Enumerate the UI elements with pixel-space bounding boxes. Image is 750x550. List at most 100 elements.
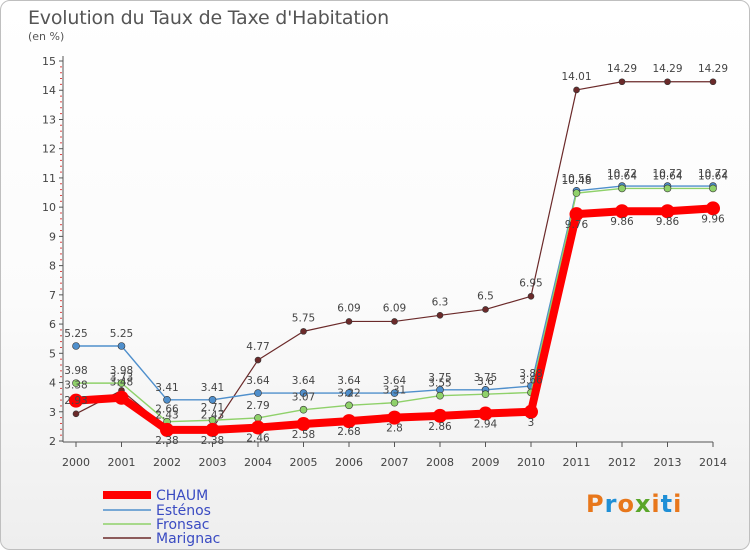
x-tick-label: 2013 (654, 456, 682, 469)
data-label-fronsac: 2.79 (246, 400, 269, 412)
data-point-marignac (300, 328, 307, 335)
data-label-fronsac: 3.98 (64, 365, 87, 377)
data-label-marignac: 5.75 (292, 312, 315, 324)
data-point-chaum (205, 422, 220, 437)
data-point-fronsac (254, 414, 262, 422)
data-point-chaum (114, 390, 129, 405)
data-label-esténos: 3.41 (155, 382, 178, 394)
data-label-marignac: 4.77 (246, 341, 269, 353)
data-label-chaum: 3 (528, 417, 535, 429)
data-point-fronsac (299, 405, 308, 414)
data-label-fronsac: 3.31 (383, 385, 406, 397)
data-point-fronsac (72, 379, 80, 387)
data-label-marignac: 6.09 (383, 302, 406, 314)
data-label-fronsac: 3.07 (292, 392, 315, 404)
data-point-marignac (72, 410, 80, 418)
data-point-esténos (390, 389, 399, 397)
data-point-esténos (117, 342, 126, 350)
y-tick-label: 6 (49, 318, 56, 331)
data-point-fronsac (663, 184, 672, 193)
data-point-esténos (345, 389, 353, 397)
data-point-chaum (478, 406, 493, 421)
y-tick-label: 9 (49, 230, 56, 243)
data-label-fronsac: 3.6 (477, 376, 494, 388)
data-label-chaum: 9.96 (701, 213, 725, 225)
data-label-fronsac: 3.22 (337, 387, 360, 399)
data-point-chaum (296, 417, 311, 432)
chart-data-labels: 3.38 3.48 2.38 2.38 2.46 2.58 2.68 2.8 2.86 2.94 3… (64, 63, 728, 447)
y-tick-label: 12 (42, 143, 56, 156)
data-point-esténos (299, 389, 308, 397)
data-label-esténos: 3.75 (428, 372, 451, 384)
data-point-fronsac (390, 398, 399, 407)
data-label-fronsac: 3.66 (519, 374, 543, 386)
data-point-chaum (615, 204, 629, 219)
data-label-esténos: 3.41 (201, 382, 224, 394)
data-label-esténos: 3.88 (519, 368, 542, 380)
logo-letter: i (673, 490, 683, 518)
data-label-fronsac: 3.98 (110, 365, 133, 377)
data-label-fronsac: 2.71 (201, 402, 224, 414)
data-point-marignac (436, 312, 444, 319)
data-point-chaum (569, 207, 584, 222)
x-tick-label: 2011 (563, 456, 591, 469)
data-label-esténos: 3.64 (383, 375, 407, 387)
legend-label-fronsac: Fronsac (156, 517, 210, 533)
data-label-fronsac: 10.48 (561, 175, 591, 187)
x-tick-label: 2005 (290, 456, 318, 469)
data-point-fronsac (436, 391, 444, 400)
data-label-marignac: 14.29 (607, 63, 637, 75)
data-label-marignac: 14.29 (698, 63, 728, 75)
data-point-fronsac (481, 390, 490, 399)
data-point-marignac (527, 293, 535, 300)
x-tick-label: 2014 (699, 456, 727, 469)
data-label-marignac: 3.73 (110, 371, 133, 383)
data-label-fronsac: 2.66 (155, 404, 179, 416)
data-point-chaum (524, 404, 538, 419)
data-label-chaum: 9.86 (656, 216, 680, 228)
x-tick-label: 2007 (381, 456, 409, 469)
data-label-chaum: 2.8 (386, 423, 403, 435)
data-point-chaum (706, 201, 720, 216)
x-tick-label: 2000 (62, 456, 90, 469)
data-label-fronsac: 10.64 (607, 170, 637, 182)
x-tick-label: 2010 (517, 456, 545, 469)
data-point-esténos (72, 342, 80, 350)
data-label-marignac: 2.93 (64, 395, 87, 407)
x-tick-label: 2002 (153, 456, 181, 469)
logo-letter: x (634, 490, 652, 518)
data-label-esténos: 10.72 (652, 168, 682, 180)
y-tick-label: 8 (49, 260, 56, 273)
data-point-marignac (573, 86, 580, 94)
data-label-marignac: 2.43 (201, 409, 224, 421)
y-tick-label: 13 (42, 113, 56, 126)
x-tick-label: 2001 (108, 456, 136, 469)
data-point-fronsac (572, 189, 581, 197)
legend-label-marignac: Marignac (156, 531, 220, 547)
data-point-fronsac (618, 184, 626, 193)
data-point-marignac (618, 78, 626, 86)
data-label-chaum: 9.86 (610, 216, 634, 228)
y-tick-label: 15 (42, 55, 56, 68)
data-point-chaum (69, 393, 83, 408)
chart-title: Evolution du Taux de Taxe d'Habitation (28, 7, 389, 29)
data-label-chaum: 2.68 (337, 426, 360, 438)
data-label-chaum: 2.94 (474, 419, 498, 431)
data-point-chaum (160, 422, 174, 437)
y-tick-label: 14 (42, 84, 56, 97)
data-point-chaum (251, 420, 265, 435)
chart-series (69, 78, 720, 437)
data-label-fronsac: 10.64 (698, 170, 728, 182)
data-point-marignac (391, 318, 398, 325)
data-point-fronsac (117, 379, 126, 387)
data-point-marignac (345, 318, 353, 325)
data-label-fronsac: 3.55 (428, 378, 451, 390)
data-label-chaum: 3.48 (110, 377, 133, 389)
data-label-chaum: 2.58 (292, 429, 315, 441)
logo-letter: i (651, 490, 661, 518)
data-point-marignac (709, 78, 717, 86)
logo-letter: r (604, 490, 618, 518)
x-tick-label: 2008 (426, 456, 454, 469)
